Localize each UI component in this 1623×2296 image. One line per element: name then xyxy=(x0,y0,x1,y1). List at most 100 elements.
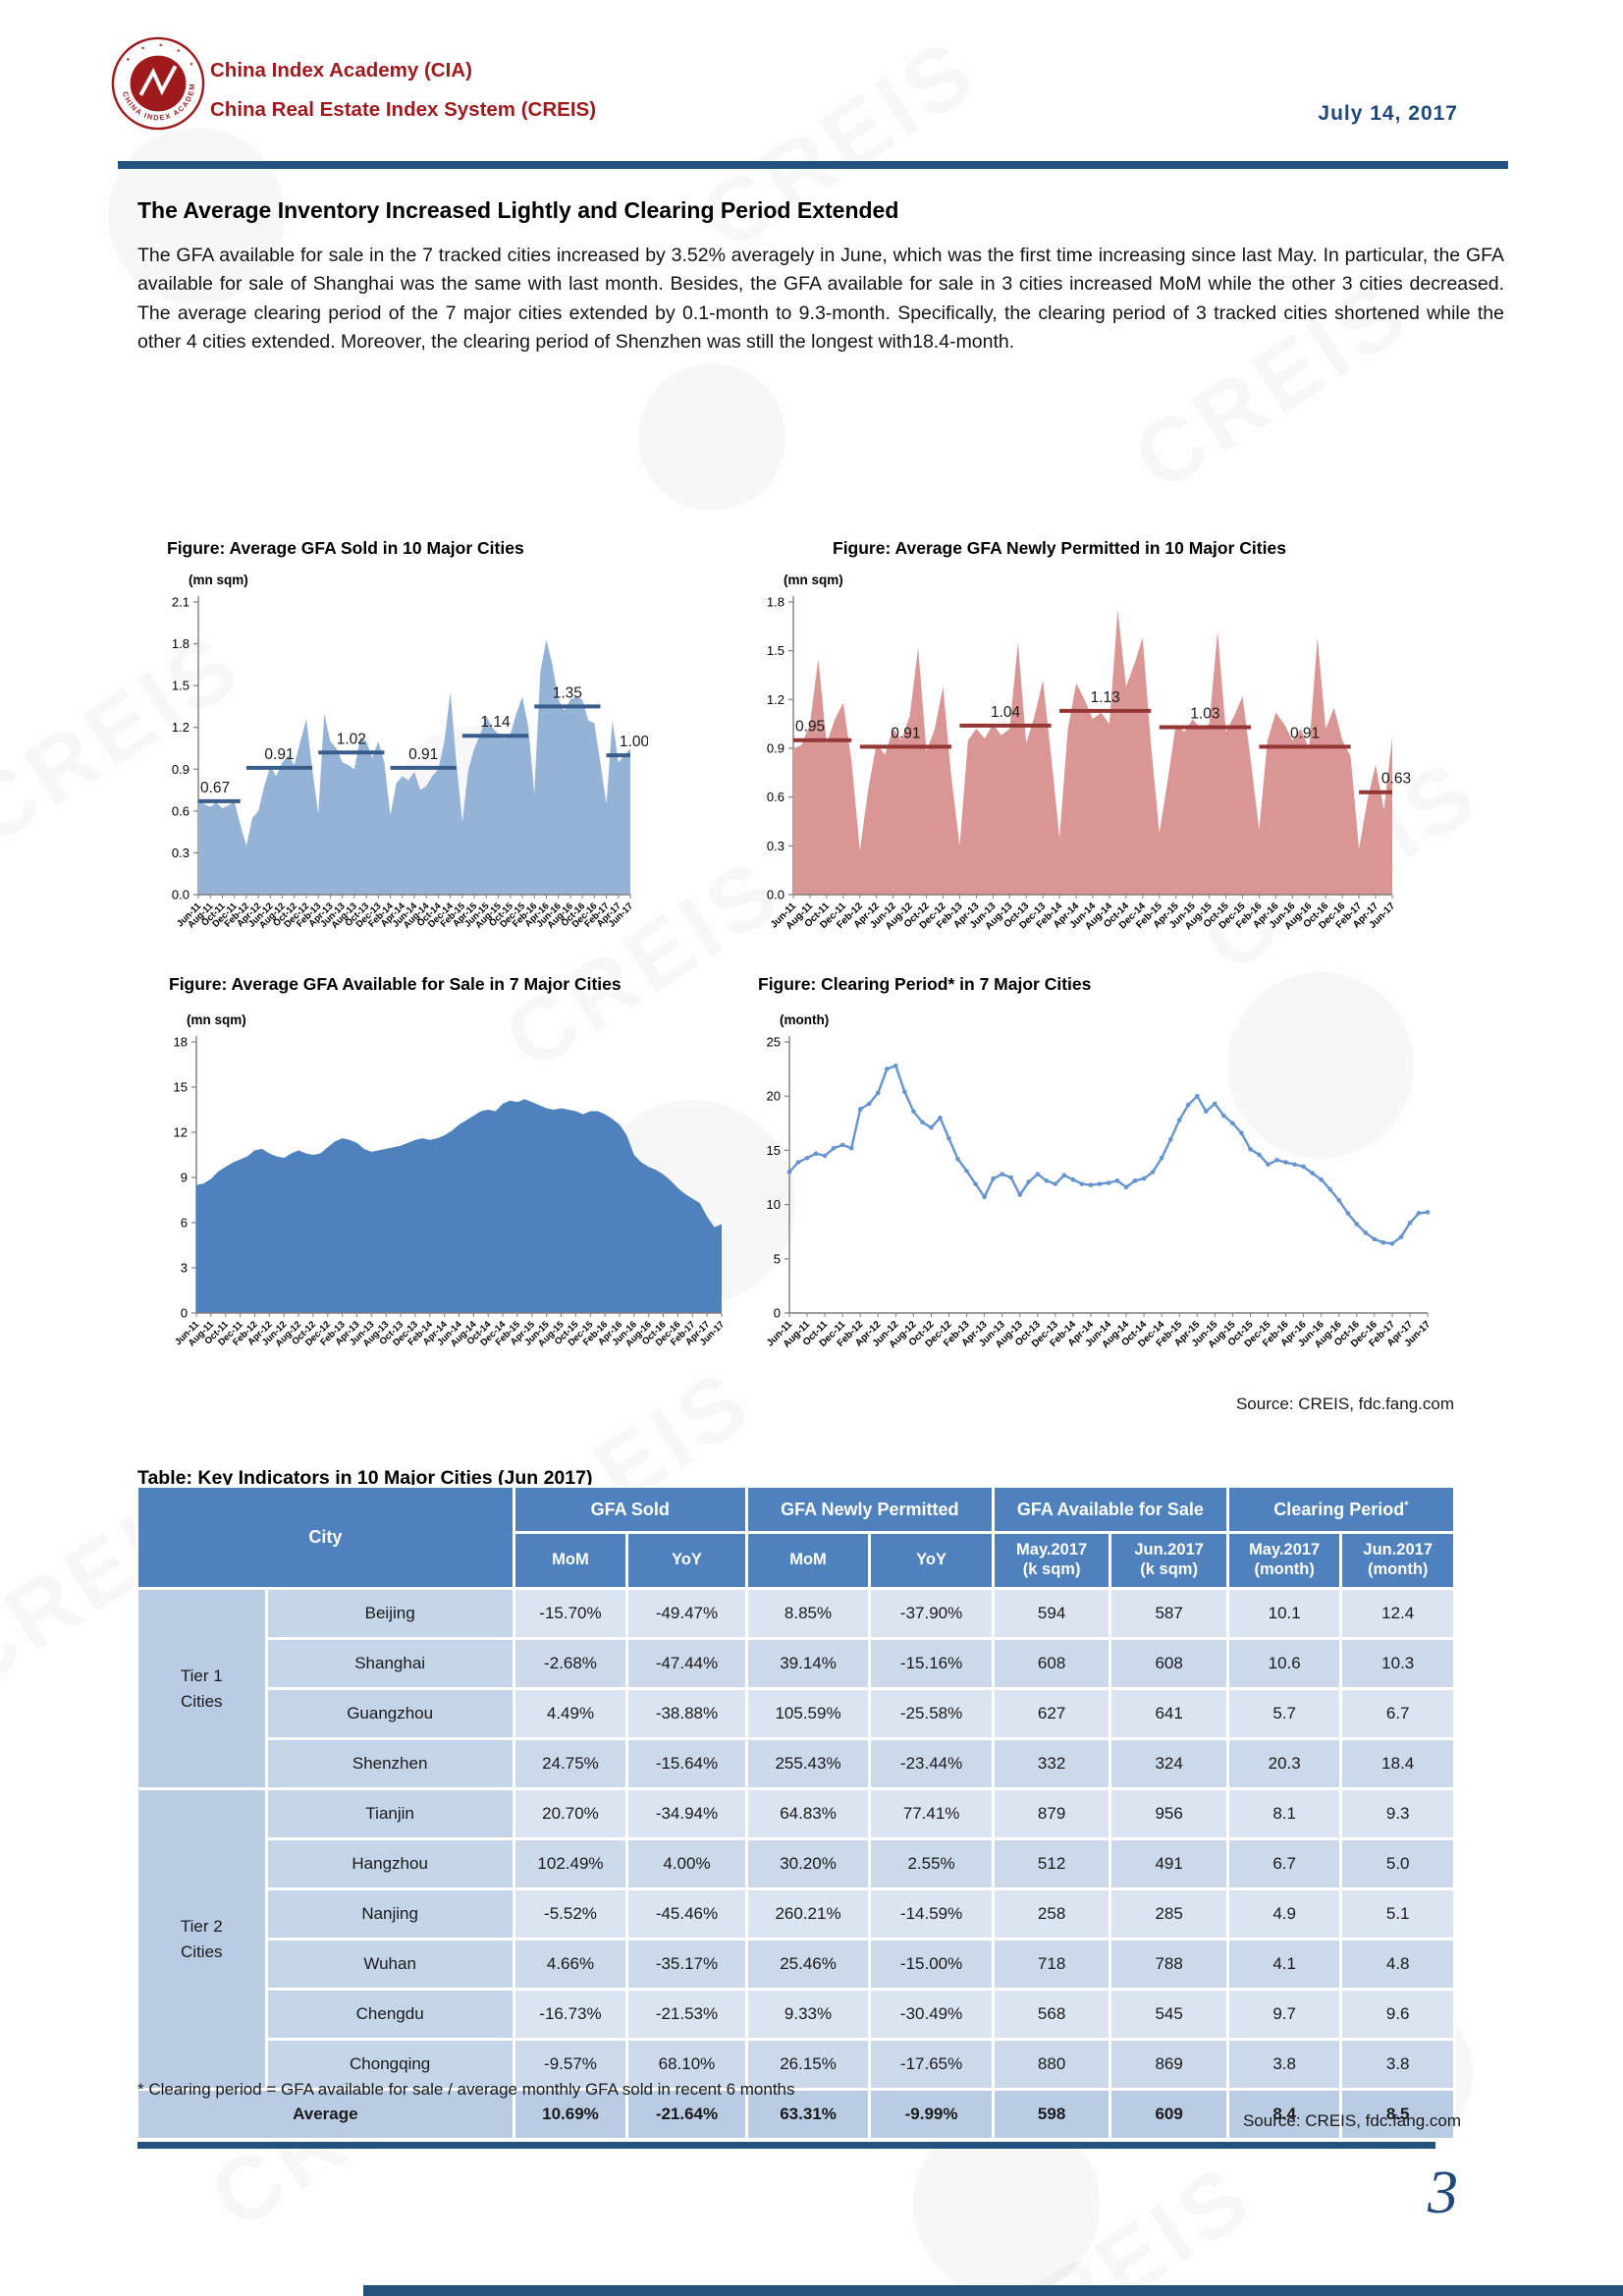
svg-text:1.13: 1.13 xyxy=(1091,689,1120,706)
cell-shanghai-5: 608 xyxy=(1111,1640,1226,1687)
table-title: Table: Key Indicators in 10 Major Cities… xyxy=(137,1467,593,1490)
svg-text:0.91: 0.91 xyxy=(408,746,438,763)
header-rule xyxy=(118,161,1508,169)
svg-text:1.5: 1.5 xyxy=(172,679,189,693)
table-row: Shenzhen 24.75% -15.64% 255.43% -23.44% 332 32… xyxy=(138,1740,1453,1787)
figure-gfa-newly-permitted-title: Figure: Average GFA Newly Permitted in 1… xyxy=(833,538,1286,558)
col-subheader: Jun.2017 (month) xyxy=(1342,1534,1453,1587)
svg-text:5: 5 xyxy=(774,1251,781,1266)
city-guangzhou: Guangzhou xyxy=(267,1690,513,1737)
city-chengdu: Chengdu xyxy=(267,1991,513,2038)
cell-guangzhou-1: -38.88% xyxy=(628,1690,745,1737)
city-chongqing: Chongqing xyxy=(267,2041,513,2088)
page-number: 3 xyxy=(1428,2159,1458,2226)
table-row: Wuhan 4.66% -35.17% 25.46% -15.00% 718 788 4.1 4… xyxy=(138,1941,1453,1988)
svg-text:0.95: 0.95 xyxy=(795,719,825,736)
cell-average-7: 8.5 xyxy=(1342,2091,1453,2138)
table-footnote: * Clearing period = GFA available for sa… xyxy=(137,2080,795,2099)
svg-text:1.14: 1.14 xyxy=(480,714,511,731)
cell-wuhan-3: -15.00% xyxy=(871,1941,992,1988)
cell-tianjin-4: 879 xyxy=(994,1790,1109,1837)
cell-chengdu-5: 545 xyxy=(1111,1991,1226,2038)
cell-chengdu-4: 568 xyxy=(994,1991,1109,2038)
table-row: Tier 2 Cities Tianjin 20.70% -34.94% 64.83% 7… xyxy=(138,1790,1453,2088)
watermark-text: CREIS xyxy=(959,2145,1271,2296)
cell-chengdu-1: -21.53% xyxy=(628,1991,745,2038)
svg-text:1.04: 1.04 xyxy=(991,704,1021,721)
svg-text:1.02: 1.02 xyxy=(337,731,366,747)
cell-hangzhou-2: 30.20% xyxy=(747,1840,869,1887)
cell-average-5: 609 xyxy=(1111,2091,1226,2138)
cell-shanghai-1: -47.44% xyxy=(628,1640,745,1687)
figure-gfa-sold: Figure: Average GFA Sold in 10 Major Cit… xyxy=(137,538,668,980)
svg-text:0.91: 0.91 xyxy=(891,725,920,741)
svg-text:1.2: 1.2 xyxy=(767,692,784,707)
watermark-circle xyxy=(638,363,785,511)
svg-text:12: 12 xyxy=(174,1125,188,1140)
cell-guangzhou-0: 4.49% xyxy=(514,1690,626,1737)
cell-shenzhen-0: 24.75% xyxy=(514,1740,626,1787)
cell-beijing-1: -49.47% xyxy=(628,1590,745,1637)
col-subheader: YoY xyxy=(628,1534,745,1587)
svg-text:9: 9 xyxy=(181,1171,188,1185)
svg-text:0: 0 xyxy=(181,1306,188,1321)
city-tianjin: Tianjin xyxy=(267,1790,513,1837)
key-indicators-table: City GFA Sold GFA Newly Permitted GFA Avail… xyxy=(135,1485,1456,2141)
cell-average-1: -21.64% xyxy=(628,2091,745,2138)
cell-shenzhen-4: 332 xyxy=(994,1740,1109,1787)
cell-shanghai-3: -15.16% xyxy=(871,1640,992,1687)
svg-text:25: 25 xyxy=(767,1035,781,1050)
cell-wuhan-6: 4.1 xyxy=(1228,1941,1340,1988)
cell-wuhan-0: 4.66% xyxy=(514,1941,626,1988)
cell-chengdu-7: 9.6 xyxy=(1342,1991,1453,2038)
cell-tianjin-5: 956 xyxy=(1111,1790,1226,1837)
col-group-clearing-period: Clearing Period* xyxy=(1228,1488,1453,1531)
cell-beijing-5: 587 xyxy=(1111,1590,1226,1637)
col-subheader: YoY xyxy=(871,1534,992,1587)
city-shenzhen: Shenzhen xyxy=(267,1740,513,1787)
svg-text:0.3: 0.3 xyxy=(767,839,784,853)
svg-text:0: 0 xyxy=(774,1306,781,1321)
cell-hangzhou-7: 5.0 xyxy=(1342,1840,1453,1887)
cell-nanjing-1: -45.46% xyxy=(628,1890,745,1938)
table-head: City GFA Sold GFA Newly Permitted GFA Avail… xyxy=(138,1488,1453,1587)
cell-wuhan-7: 4.8 xyxy=(1342,1941,1453,1988)
svg-text:0.91: 0.91 xyxy=(1290,725,1320,741)
cell-chongqing-7: 3.8 xyxy=(1342,2041,1453,2088)
cell-beijing-2: 8.85% xyxy=(747,1590,869,1637)
svg-text:(mn sqm): (mn sqm) xyxy=(187,1012,246,1027)
average-label: Average xyxy=(138,2091,513,2138)
cell-chongqing-6: 3.8 xyxy=(1228,2041,1340,2088)
svg-text:15: 15 xyxy=(767,1143,781,1158)
cell-chongqing-2: 26.15% xyxy=(747,2041,869,2088)
svg-text:0.0: 0.0 xyxy=(767,888,784,902)
article-title: The Average Inventory Increased Lightly … xyxy=(137,197,899,224)
watermark-text: CREIS xyxy=(684,19,996,270)
city-shanghai: Shanghai xyxy=(267,1640,513,1687)
cell-tianjin-2: 64.83% xyxy=(747,1790,869,1837)
chart-gfa-available: (mn sqm)0369121518Jun-11Aug-11Oct-11Dec-… xyxy=(173,1012,727,1349)
table-row: Chongqing -9.57% 68.10% 26.15% -17.65% 880 869… xyxy=(138,2041,1453,2088)
table-body: Tier 1 Cities Beijing -15.70% -49.47% 8.85% -… xyxy=(138,1590,1453,2138)
figure-gfa-sold-title: Figure: Average GFA Sold in 10 Major Cit… xyxy=(167,538,524,558)
report-date: July 14, 2017 xyxy=(1318,102,1458,125)
city-beijing: Beijing xyxy=(267,1590,513,1637)
figure-clearing-period-title: Figure: Clearing Period* in 7 Major Citi… xyxy=(758,974,1092,994)
cell-wuhan-4: 718 xyxy=(994,1941,1109,1988)
cell-chongqing-0: -9.57% xyxy=(514,2041,626,2088)
svg-text:15: 15 xyxy=(174,1080,188,1095)
city-nanjing: Nanjing xyxy=(267,1890,513,1938)
svg-text:0.63: 0.63 xyxy=(1381,771,1411,788)
cell-chongqing-5: 869 xyxy=(1111,2041,1226,2088)
cia-logo-icon: CHINA INDEX ACADEMY * * * * * xyxy=(107,28,206,132)
cell-hangzhou-5: 491 xyxy=(1111,1840,1226,1887)
cell-tianjin-1: -34.94% xyxy=(628,1790,745,1837)
cell-shanghai-2: 39.14% xyxy=(747,1640,869,1687)
svg-text:0.67: 0.67 xyxy=(200,780,230,796)
svg-text:1.8: 1.8 xyxy=(767,595,784,610)
cell-average-2: 63.31% xyxy=(747,2091,869,2138)
bottom-edge-bar xyxy=(363,2285,1623,2296)
svg-text:1.35: 1.35 xyxy=(553,684,582,701)
cell-average-4: 598 xyxy=(994,2091,1109,2138)
